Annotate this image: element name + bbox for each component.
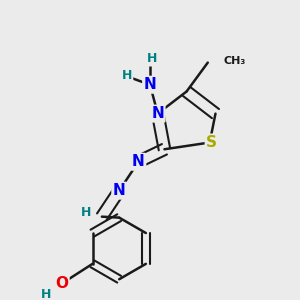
- Text: H: H: [81, 206, 92, 219]
- Text: H: H: [41, 288, 52, 300]
- Text: N: N: [132, 154, 145, 169]
- Text: N: N: [144, 77, 156, 92]
- Text: N: N: [113, 183, 126, 198]
- Text: S: S: [206, 135, 217, 150]
- Text: CH₃: CH₃: [223, 56, 245, 66]
- Text: H: H: [122, 69, 132, 82]
- Text: H: H: [147, 52, 157, 65]
- Text: O: O: [55, 276, 68, 291]
- Text: N: N: [151, 106, 164, 121]
